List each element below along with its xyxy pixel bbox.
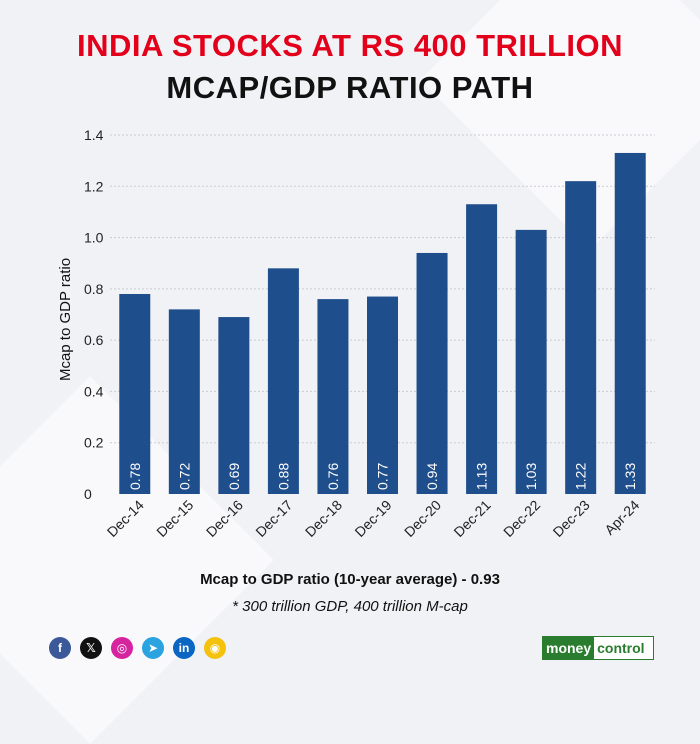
koo-icon[interactable]: ◉	[204, 637, 226, 659]
bar-value-label: 0.78	[127, 463, 143, 490]
bar	[416, 252, 448, 494]
bar-value-label: 1.22	[573, 463, 589, 490]
bar	[119, 293, 151, 494]
x-tick-label: Dec-21	[450, 497, 493, 540]
bar	[565, 181, 597, 494]
facebook-icon[interactable]: f	[49, 637, 71, 659]
moneycontrol-logo: money control	[542, 636, 654, 660]
bar-value-label: 0.69	[226, 463, 242, 490]
bar-value-label: 1.03	[523, 463, 539, 490]
social-icons: f 𝕏 ◎ ➤ in ◉	[49, 637, 226, 659]
bar	[168, 309, 200, 494]
bar-value-label: 1.13	[474, 463, 490, 490]
y-tick-label: 0.4	[84, 383, 104, 399]
y-tick-label: 0.8	[84, 281, 104, 297]
x-tick-label: Dec-23	[550, 497, 593, 540]
bar	[614, 152, 646, 494]
x-tick-label: Dec-19	[351, 497, 394, 540]
bar-value-label: 0.94	[424, 463, 440, 490]
y-tick-label: 1.0	[84, 230, 104, 246]
bar-value-label: 0.72	[176, 463, 192, 490]
bar-value-label: 1.33	[622, 463, 638, 490]
footnote: * 300 trillion GDP, 400 trillion M-cap	[232, 598, 468, 615]
bar	[466, 204, 498, 494]
x-tick-label: Apr-24	[601, 497, 642, 538]
bar	[267, 268, 299, 494]
x-tick-label: Dec-20	[401, 497, 444, 540]
bar	[367, 296, 398, 494]
bar	[218, 317, 250, 494]
x-tick-label: Dec-14	[104, 497, 147, 540]
y-tick-label: 1.2	[84, 178, 104, 194]
y-tick-label: 1.4	[84, 127, 104, 143]
bar-value-label: 0.88	[275, 463, 291, 490]
x-tick-label: Dec-16	[203, 497, 246, 540]
y-tick-label: 0.6	[84, 332, 104, 348]
title-line-2: MCAP/GDP RATIO PATH	[166, 70, 534, 105]
y-axis-title: Mcap to GDP ratio	[57, 258, 74, 381]
bar	[317, 299, 349, 494]
instagram-icon[interactable]: ◎	[111, 637, 133, 659]
x-tick-label: Dec-18	[302, 497, 345, 540]
x-tick-label: Dec-22	[500, 497, 543, 540]
telegram-icon[interactable]: ➤	[142, 637, 164, 659]
bar	[515, 229, 547, 494]
x-tick-label: Dec-15	[153, 497, 196, 540]
logo-part-1: money	[543, 637, 595, 659]
bar-value-label: 0.77	[375, 463, 391, 490]
average-note: Mcap to GDP ratio (10-year average) - 0.…	[200, 571, 500, 588]
bar-value-label: 0.76	[325, 463, 341, 490]
title-line-1: INDIA STOCKS AT RS 400 TRILLION	[77, 28, 623, 63]
logo-part-2: control	[597, 640, 645, 656]
x-icon[interactable]: 𝕏	[80, 637, 102, 659]
linkedin-icon[interactable]: in	[173, 637, 195, 659]
y-tick-label: 0.2	[84, 435, 104, 451]
bar-chart: 0 0.2 0.4 0.6 0.8 1.0 1.2 1.4 Mcap to GDP ratio 0…	[57, 127, 655, 540]
y-tick-label: 0	[84, 486, 92, 502]
x-tick-label: Dec-17	[252, 497, 295, 540]
